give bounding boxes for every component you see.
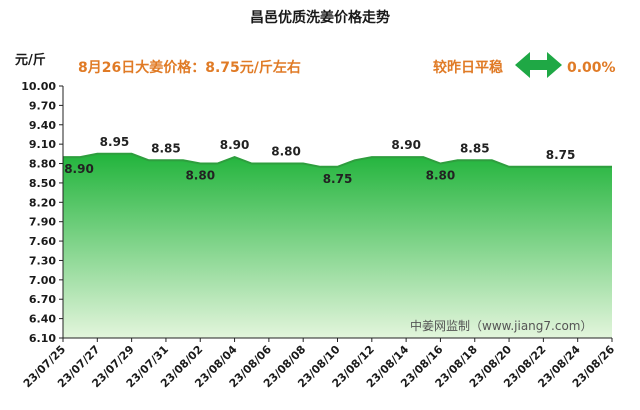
y-axis: 10.00 9.70 9.40 9.10 8.80 8.50 8.20 7.90 7.60 7.3… [21, 80, 64, 345]
compare-value: 0.00% [567, 60, 616, 76]
plot-area [63, 152, 612, 338]
y-tick-label: 7.90 [29, 216, 56, 229]
y-tick-label: 10.00 [21, 80, 56, 93]
y-tick-label: 9.40 [29, 119, 56, 132]
area-fill [63, 153, 612, 338]
data-labels: 8.90 8.95 8.85 8.80 8.90 8.80 8.75 8.90 8.80 8.85… [64, 135, 575, 186]
y-axis-unit: 元/斤 [15, 52, 46, 68]
series-line [63, 152, 612, 168]
watermark: 中姜网监制（www.jiang7.com） [410, 318, 592, 333]
price-headline: 8月26日大姜价格：8.75元/斤左右 [78, 59, 301, 76]
data-label: 8.90 [220, 138, 250, 152]
data-label: 8.80 [271, 145, 301, 159]
data-label: 8.80 [185, 169, 215, 183]
x-axis: 23/07/2523/07/2723/07/2923/07/3123/08/02… [21, 337, 617, 390]
y-tick-label: 8.80 [29, 158, 56, 171]
y-tick-label: 7.60 [29, 235, 56, 248]
double-arrow-icon [515, 52, 562, 78]
chart-title: 昌邑优质洗姜价格走势 [250, 9, 390, 26]
y-tick-label: 8.50 [29, 177, 56, 190]
data-label: 8.85 [460, 141, 490, 155]
y-tick-label: 8.20 [29, 196, 56, 209]
y-tick-label: 7.30 [29, 254, 56, 267]
data-label: 8.80 [426, 169, 456, 183]
y-tick-label: 6.40 [29, 313, 56, 326]
data-label: 8.95 [100, 135, 130, 149]
data-label: 8.75 [323, 172, 353, 186]
data-label: 8.90 [391, 138, 421, 152]
y-tick-label: 9.70 [29, 99, 56, 112]
data-label: 8.75 [546, 148, 576, 162]
y-tick-label: 6.10 [29, 332, 56, 345]
y-tick-label: 6.70 [29, 293, 56, 306]
y-tick-label: 9.10 [29, 138, 56, 151]
y-tick-label: 7.00 [29, 274, 56, 287]
data-label: 8.85 [151, 141, 181, 155]
data-label: 8.90 [64, 162, 94, 176]
compare-label: 较昨日平稳 [433, 59, 503, 76]
